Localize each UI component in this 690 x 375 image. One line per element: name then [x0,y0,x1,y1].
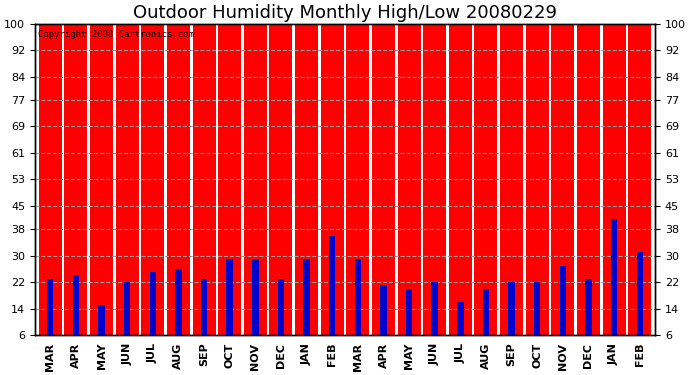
Bar [637,252,643,355]
Bar [329,236,335,355]
Bar [116,24,139,355]
Bar [150,272,156,355]
Bar [475,24,497,355]
Bar [175,269,181,355]
Bar [124,282,130,355]
Bar [346,24,369,355]
Bar [483,289,489,355]
Bar [193,24,215,355]
Bar [380,285,386,355]
Bar [201,279,207,355]
Bar [355,259,361,355]
Bar [226,259,233,355]
Bar [244,24,267,355]
Text: Copyright 2008 Cartronics.com: Copyright 2008 Cartronics.com [38,30,194,39]
Bar [269,24,293,355]
Bar [585,279,592,355]
Bar [602,24,626,355]
Bar [47,279,53,355]
Bar [72,276,79,355]
Bar [406,289,413,355]
Bar [218,24,241,355]
Bar [167,24,190,355]
Bar [526,24,549,355]
Bar [90,24,113,355]
Bar [534,282,540,355]
Bar [500,24,523,355]
Bar [397,24,421,355]
Bar [39,24,62,355]
Bar [457,302,464,355]
Bar [560,266,566,355]
Bar [431,282,438,355]
Bar [141,24,164,355]
Bar [372,24,395,355]
Bar [577,24,600,355]
Bar [423,24,446,355]
Bar [295,24,318,355]
Bar [551,24,574,355]
Bar [277,279,284,355]
Bar [252,259,259,355]
Bar [509,282,515,355]
Bar [321,24,344,355]
Title: Outdoor Humidity Monthly High/Low 20080229: Outdoor Humidity Monthly High/Low 200802… [133,4,557,22]
Bar [64,24,88,355]
Bar [98,305,105,355]
Bar [628,24,651,355]
Bar [611,219,618,355]
Bar [304,259,310,355]
Bar [448,24,472,355]
